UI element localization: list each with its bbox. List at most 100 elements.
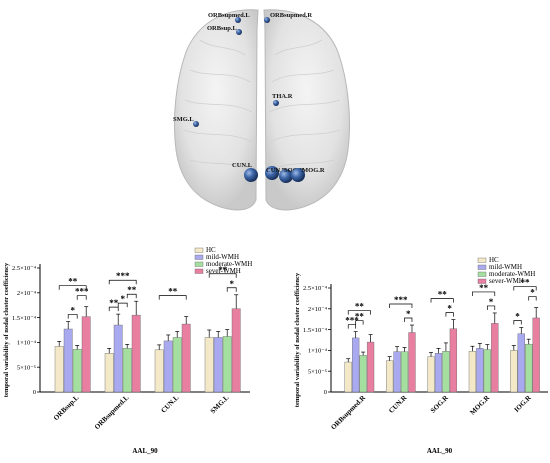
bar	[476, 348, 484, 393]
significance-bracket	[347, 310, 371, 315]
bar	[408, 332, 416, 393]
legend-swatch	[194, 261, 204, 267]
bar	[213, 337, 223, 393]
category-label: ORBsupmed.R	[329, 393, 367, 431]
legend-label: sever-WMH	[206, 267, 241, 275]
y-axis-label: temporal variability of nodal cluster co…	[3, 262, 10, 397]
bar	[81, 316, 91, 393]
significance-bracket	[472, 291, 496, 296]
y-tick-label: 1×10⁻⁴	[17, 340, 37, 347]
legend-swatch	[194, 268, 204, 274]
bar	[442, 351, 450, 393]
y-tick-label: 2.5×10⁻⁴	[12, 265, 37, 272]
significance-bracket	[108, 306, 119, 312]
bar	[483, 349, 491, 393]
brain-node	[291, 168, 305, 182]
y-axis-label: temporal variability of nodal cluster co…	[294, 272, 301, 407]
bar	[181, 323, 191, 393]
category-label: IOG.R	[513, 393, 534, 414]
significance-label: **	[109, 298, 119, 308]
bar	[525, 343, 533, 393]
significance-label: **	[218, 265, 228, 275]
significance-label: *	[120, 294, 125, 304]
bar	[449, 328, 458, 393]
bar	[366, 341, 375, 393]
brain-node-label: SMG.L	[173, 116, 194, 123]
significance-bracket	[58, 285, 87, 290]
significance-bracket	[513, 320, 522, 325]
significance-label: *	[70, 306, 75, 316]
category-label: CUN.R	[387, 393, 409, 415]
bar	[491, 323, 499, 393]
category-label: ORBsupmed.L	[93, 394, 131, 432]
bar	[344, 361, 352, 393]
category-label: ORBsup.L	[52, 394, 81, 423]
significance-label: **	[355, 312, 365, 322]
legend-swatch	[194, 247, 204, 253]
legend-label: HC	[206, 246, 216, 254]
bar	[104, 353, 114, 393]
brain-node-label: ORBsup.L	[207, 25, 237, 32]
significance-bracket	[355, 320, 364, 325]
significance-bracket	[486, 305, 496, 310]
legend-label: moderate-WMH	[489, 270, 535, 278]
significance-label: ***	[116, 271, 130, 281]
brain-node	[265, 166, 279, 180]
x-axis-label: AAL_90	[427, 447, 453, 455]
significance-label: ***	[345, 316, 359, 326]
y-tick-label: 0	[324, 389, 327, 396]
brain-node	[279, 169, 293, 183]
significance-label: *	[447, 304, 452, 314]
bar-chart-right: 0 5×10⁻⁵ 1×10⁻⁴ 1.5×10⁻⁴ 2×10⁻⁴ 2.5×10⁻⁴tempo…	[294, 256, 548, 455]
legend-swatch	[477, 278, 487, 284]
significance-bracket	[445, 312, 454, 317]
bar	[517, 333, 525, 393]
bar-chart-left: 0 5×10⁻⁵ 1×10⁻⁴ 1.5×10⁻⁴ 2×10⁻⁴ 2.5×10⁻⁴tempo…	[3, 246, 252, 455]
legend-label: HC	[489, 256, 499, 264]
y-tick-label: 1.5×10⁻⁴	[12, 315, 37, 322]
bar	[359, 355, 367, 393]
bar	[154, 349, 164, 393]
significance-bracket	[126, 293, 137, 299]
significance-label: **	[127, 285, 137, 295]
bar	[63, 328, 73, 393]
legend-label: sever-WMH	[489, 277, 524, 285]
significance-label: *	[489, 297, 494, 307]
significance-bracket	[389, 303, 413, 309]
significance-bracket	[404, 317, 413, 323]
left-hemisphere	[173, 9, 259, 211]
significance-bracket	[158, 295, 187, 300]
brain-node	[236, 29, 242, 35]
gyri-lines	[183, 39, 341, 171]
significance-label: **	[68, 277, 78, 287]
brain-node-label: MOG.R	[302, 167, 325, 174]
legend-label: moderate-WMH	[206, 260, 252, 268]
brain-node-label: CUN.L	[232, 162, 253, 169]
category-label: CUN.L	[159, 394, 180, 415]
bar	[231, 308, 241, 393]
significance-label: *	[530, 288, 535, 298]
significance-bracket	[76, 295, 87, 300]
y-tick-label: 2.5×10⁻⁴	[303, 285, 328, 292]
significance-label: **	[438, 290, 448, 300]
significance-bracket	[67, 314, 78, 319]
significance-bracket	[528, 296, 537, 301]
significance-bracket	[108, 279, 137, 285]
category-label: SMG.L	[209, 394, 231, 416]
y-tick-label: 0	[33, 389, 36, 396]
significance-bracket	[347, 324, 357, 329]
brain-node	[244, 168, 258, 182]
significance-bracket	[430, 298, 454, 303]
brain-render: ORBsupmed.L ORBsup.L ORBsupmed.R THA.R SMG.L…	[173, 9, 351, 211]
bar	[427, 356, 435, 393]
legend-swatch	[477, 271, 487, 277]
legend-label: mild-WMH	[206, 253, 239, 261]
brain-node-label: CUN.R	[266, 167, 287, 174]
brain-node	[273, 100, 279, 106]
brain-node	[193, 121, 199, 127]
significance-label: *	[406, 309, 411, 319]
significance-label: **	[355, 302, 365, 312]
bar	[222, 336, 232, 393]
right-hemisphere	[263, 9, 351, 211]
significance-bracket	[117, 302, 128, 308]
